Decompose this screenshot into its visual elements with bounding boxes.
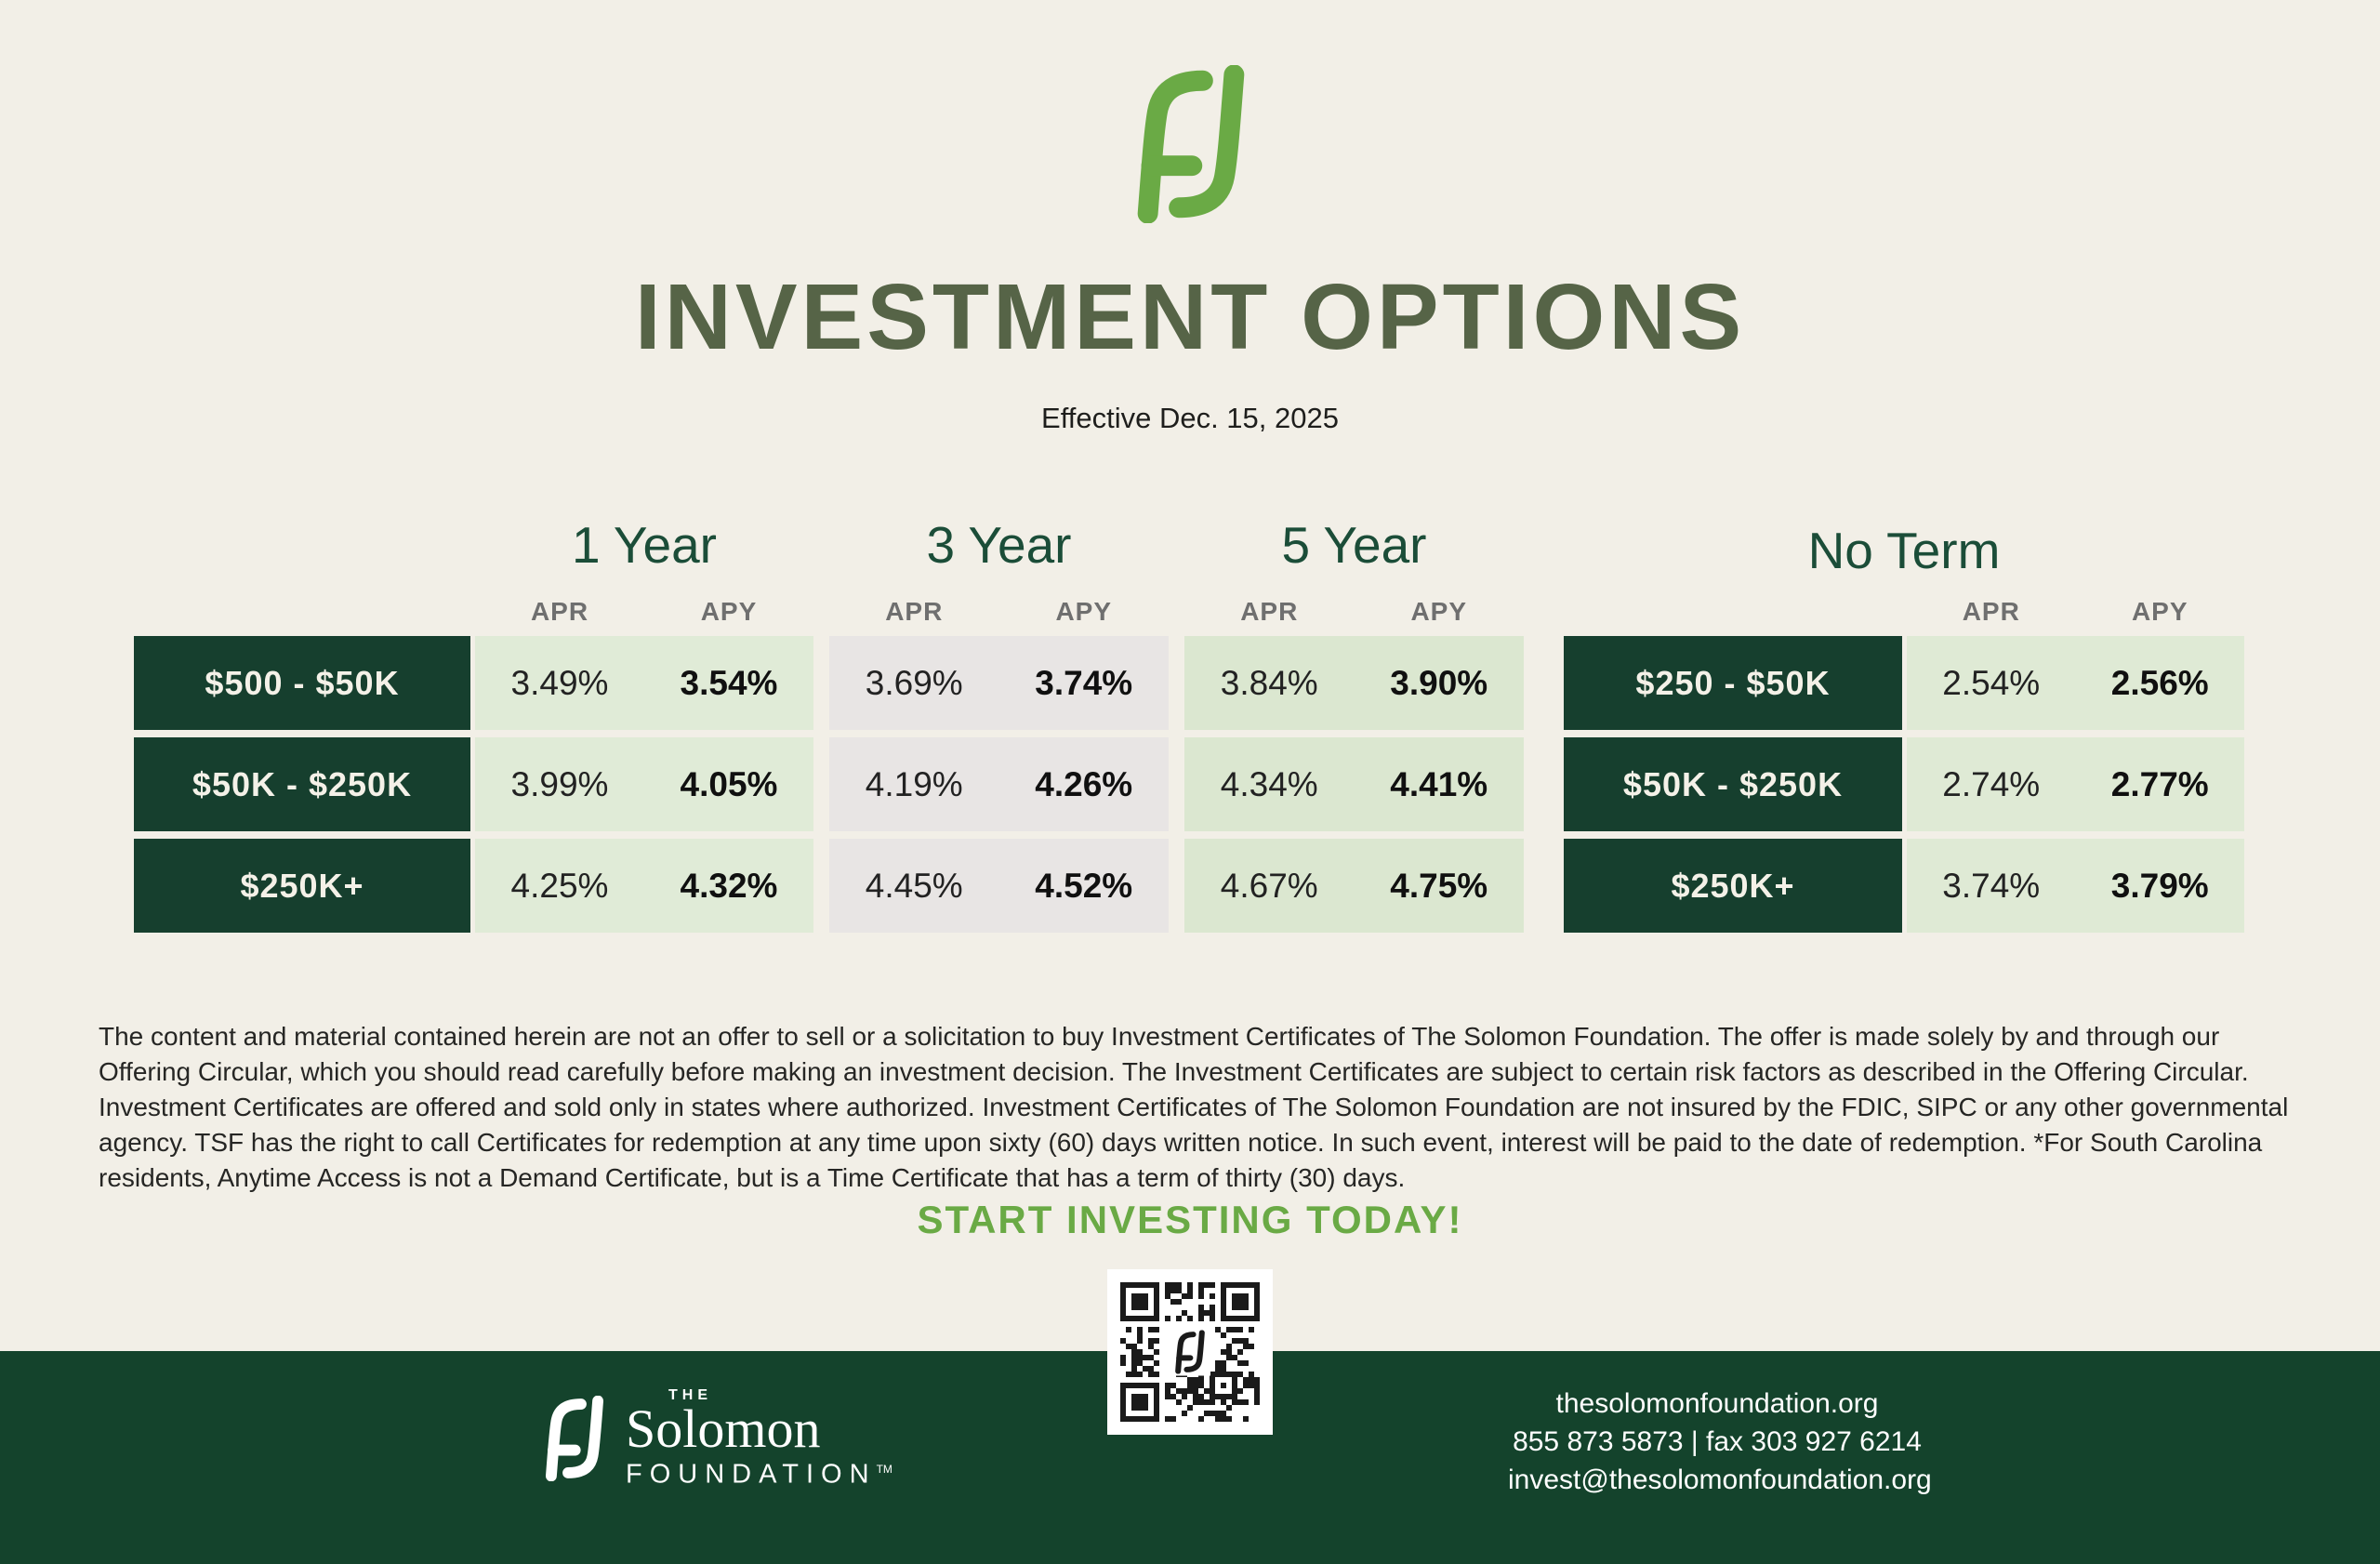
- term-header-1-year: 1 Year: [571, 516, 717, 574]
- footer-email: invest@thesolomonfoundation.org: [1508, 1465, 1932, 1495]
- footer-brand-logo: THE Solomon FOUNDATIONTM: [542, 1388, 892, 1489]
- apy-value: 4.26%: [1035, 764, 1133, 803]
- apr-value: 4.45%: [865, 866, 963, 905]
- apy-value: 2.56%: [2110, 663, 2209, 702]
- apy-value: 2.77%: [2110, 764, 2209, 803]
- trademark-symbol: TM: [876, 1463, 892, 1476]
- apr-value: 3.99%: [510, 764, 609, 803]
- footer-fs-monogram-icon: [542, 1396, 607, 1481]
- effective-date: Effective Dec. 15, 2025: [1041, 402, 1339, 434]
- apr-value: 4.34%: [1220, 764, 1318, 803]
- rate-row: 4.34% 4.41%: [1184, 737, 1524, 831]
- apr-value: 3.84%: [1220, 663, 1318, 702]
- apy-header: APY: [1055, 597, 1113, 626]
- rate-row: 3.74% 3.79%: [1907, 839, 2244, 933]
- tier-label: $250K+: [134, 839, 470, 933]
- footer-brand-foundation: FOUNDATIONTM: [626, 1459, 892, 1490]
- rate-row: 3.69% 3.74%: [829, 636, 1169, 730]
- term-header-no-term: No Term: [1807, 522, 2001, 579]
- qr-center-logo-icon: [1170, 1328, 1210, 1376]
- qr-code: [1107, 1269, 1273, 1435]
- rate-row: 3.84% 3.90%: [1184, 636, 1524, 730]
- tier-labels-main: $500 - $50K $50K - $250K $250K+: [134, 636, 470, 940]
- rates-1-year: 3.49% 3.54% 3.99% 4.05% 4.25% 4.32%: [475, 636, 813, 940]
- term-header-3-year: 3 Year: [926, 516, 1072, 574]
- solomon-foundation-logo-icon: [1130, 65, 1251, 223]
- apy-value: 3.54%: [680, 663, 778, 702]
- apy-value: 4.75%: [1390, 866, 1488, 905]
- apr-value: 4.25%: [510, 866, 609, 905]
- apy-value: 4.52%: [1035, 866, 1133, 905]
- page-title: INVESTMENT OPTIONS: [634, 265, 1746, 369]
- apy-value: 3.79%: [2110, 866, 2209, 905]
- apr-value: 4.67%: [1220, 866, 1318, 905]
- apr-header: APR: [530, 597, 589, 626]
- column-headers-1-year: APR APY: [475, 595, 813, 629]
- apr-value: 2.54%: [1942, 663, 2041, 702]
- footer-brand-the: THE: [668, 1387, 712, 1403]
- column-headers-5-year: APR APY: [1184, 595, 1524, 629]
- apr-value: 2.74%: [1942, 764, 2041, 803]
- qr-pattern: [1120, 1282, 1260, 1422]
- footer-contact: thesolomonfoundation.org 855 873 5873 | …: [1508, 1385, 1932, 1499]
- rate-row: 3.49% 3.54%: [475, 636, 813, 730]
- tier-label: $250K+: [1564, 839, 1902, 933]
- rates-5-year: 3.84% 3.90% 4.34% 4.41% 4.67% 4.75%: [1184, 636, 1524, 940]
- apy-header: APY: [700, 597, 758, 626]
- apr-header: APR: [885, 597, 944, 626]
- rate-row: 4.19% 4.26%: [829, 737, 1169, 831]
- apr-header: APR: [1962, 597, 2020, 626]
- apy-value: 4.05%: [680, 764, 778, 803]
- footer-brand-name: Solomon: [626, 1398, 821, 1459]
- apr-value: 3.69%: [865, 663, 963, 702]
- apr-value: 3.74%: [1942, 866, 2041, 905]
- apy-value: 4.41%: [1390, 764, 1488, 803]
- apy-value: 3.90%: [1390, 663, 1488, 702]
- disclaimer-text: The content and material contained herei…: [99, 1022, 2289, 1192]
- rates-no-term: 2.54% 2.56% 2.74% 2.77% 3.74% 3.79%: [1907, 636, 2244, 940]
- term-header-5-year: 5 Year: [1281, 516, 1427, 574]
- tier-label: $250 - $50K: [1564, 636, 1902, 730]
- tier-label: $50K - $250K: [134, 737, 470, 831]
- rate-row: 2.74% 2.77%: [1907, 737, 2244, 831]
- apy-value: 3.74%: [1035, 663, 1133, 702]
- tier-labels-no-term: $250 - $50K $50K - $250K $250K+: [1564, 636, 1902, 940]
- apy-header: APY: [2131, 597, 2188, 626]
- rate-row: 3.99% 4.05%: [475, 737, 813, 831]
- column-headers-3-year: APR APY: [829, 595, 1169, 629]
- rate-row: 4.45% 4.52%: [829, 839, 1169, 933]
- rates-3-year: 3.69% 3.74% 4.19% 4.26% 4.45% 4.52%: [829, 636, 1169, 940]
- apr-header: APR: [1240, 597, 1299, 626]
- footer-phone-fax: 855 873 5873 | fax 303 927 6214: [1513, 1426, 1922, 1457]
- footer-website: thesolomonfoundation.org: [1555, 1388, 1879, 1419]
- apr-value: 4.19%: [865, 764, 963, 803]
- rate-row: 4.25% 4.32%: [475, 839, 813, 933]
- apy-header: APY: [1410, 597, 1468, 626]
- rate-row: 2.54% 2.56%: [1907, 636, 2244, 730]
- column-headers-no-term: APR APY: [1907, 595, 2244, 629]
- apy-value: 4.32%: [680, 866, 778, 905]
- apr-value: 3.49%: [510, 663, 609, 702]
- rate-row: 4.67% 4.75%: [1184, 839, 1524, 933]
- tier-label: $50K - $250K: [1564, 737, 1902, 831]
- cta-text: START INVESTING TODAY!: [917, 1198, 1463, 1241]
- tier-label: $500 - $50K: [134, 636, 470, 730]
